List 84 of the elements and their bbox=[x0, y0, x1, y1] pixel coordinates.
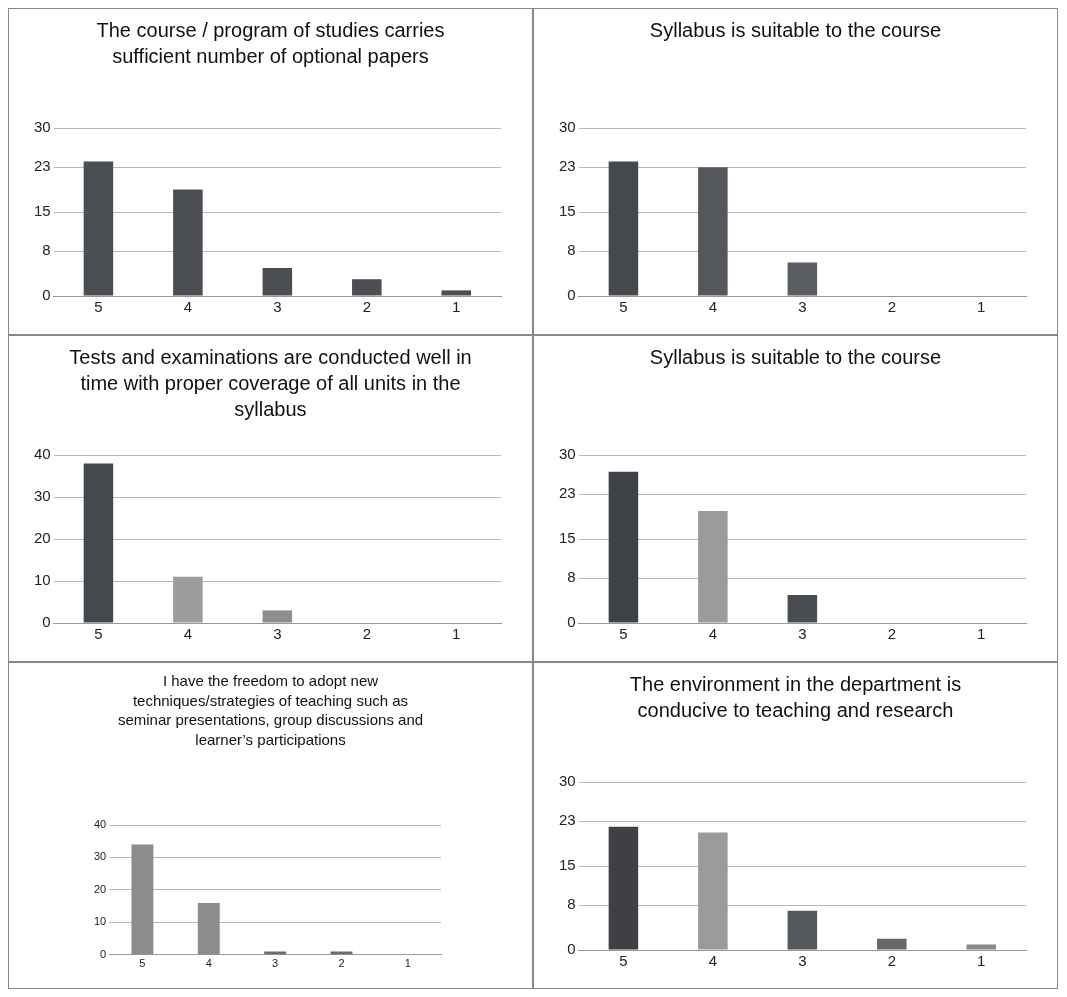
y-tick-label: 0 bbox=[566, 613, 576, 631]
x-tick-label: 2 bbox=[362, 298, 371, 316]
y-tick-label: 15 bbox=[558, 529, 576, 547]
bar bbox=[351, 279, 382, 296]
bar bbox=[876, 938, 907, 950]
bar bbox=[787, 595, 817, 623]
y-tick-label: 8 bbox=[566, 568, 576, 586]
x-tick-label: 4 bbox=[708, 625, 717, 643]
y-tick-label: 30 bbox=[558, 772, 576, 790]
chart-title: The environment in the department is conducive to teaching and research bbox=[628, 672, 963, 723]
x-tick-label: 3 bbox=[797, 625, 807, 643]
x-tick-label: 2 bbox=[337, 957, 345, 970]
x-tick-label: 5 bbox=[138, 957, 145, 970]
x-tick-label: 4 bbox=[708, 298, 717, 316]
y-tick-label: 30 bbox=[33, 487, 51, 505]
x-tick-label: 4 bbox=[183, 298, 192, 316]
y-tick-label: 0 bbox=[566, 286, 576, 304]
bar bbox=[83, 161, 113, 296]
x-tick-label: 2 bbox=[362, 625, 371, 643]
y-tick-label: 0 bbox=[41, 286, 51, 304]
x-tick-label: 5 bbox=[618, 952, 628, 970]
bar bbox=[697, 167, 728, 296]
chart-title: Syllabus is suitable to the course bbox=[649, 18, 942, 43]
bar bbox=[172, 189, 203, 296]
x-tick-label: 5 bbox=[93, 625, 103, 643]
bar bbox=[197, 902, 220, 955]
x-tick-label: 4 bbox=[205, 957, 212, 970]
y-tick-label: 40 bbox=[33, 445, 51, 463]
y-tick-label: 10 bbox=[93, 915, 106, 928]
bar bbox=[83, 463, 113, 623]
y-tick-label: 20 bbox=[93, 882, 106, 895]
y-tick-label: 30 bbox=[33, 118, 51, 136]
y-tick-label: 10 bbox=[33, 571, 51, 589]
x-tick-label: 1 bbox=[404, 957, 411, 970]
bar bbox=[130, 844, 153, 955]
x-tick-label: 3 bbox=[271, 957, 278, 970]
bar bbox=[441, 290, 471, 296]
x-tick-label: 3 bbox=[272, 298, 282, 316]
y-tick-label: 15 bbox=[558, 202, 576, 220]
x-tick-label: 4 bbox=[183, 625, 192, 643]
x-tick-label: 3 bbox=[797, 952, 807, 970]
chart-title: Syllabus is suitable to the course bbox=[649, 345, 942, 370]
y-tick-label: 0 bbox=[41, 613, 51, 631]
bar bbox=[262, 268, 292, 296]
bar bbox=[262, 610, 292, 623]
y-tick-label: 23 bbox=[558, 484, 576, 502]
bar bbox=[787, 910, 817, 950]
chart-title: The course / program of studies carries sufficient number of optional papers bbox=[95, 18, 446, 69]
y-tick-label: 8 bbox=[566, 241, 576, 259]
x-tick-label: 3 bbox=[797, 298, 807, 316]
x-tick-label: 1 bbox=[451, 298, 460, 316]
y-tick-label: 15 bbox=[33, 202, 51, 220]
y-tick-label: 23 bbox=[33, 157, 51, 175]
x-tick-label: 2 bbox=[887, 625, 896, 643]
y-tick-label: 40 bbox=[93, 818, 106, 831]
y-tick-label: 0 bbox=[99, 947, 106, 960]
x-tick-label: 3 bbox=[272, 625, 282, 643]
y-tick-label: 8 bbox=[41, 241, 51, 259]
chart-title: I have the freedom to adopt new techniques/strategies of teaching such as seminar presentations, group discussions and learner’s participations bbox=[116, 671, 425, 749]
y-tick-label: 23 bbox=[558, 157, 576, 175]
y-tick-label: 30 bbox=[558, 445, 576, 463]
x-tick-label: 5 bbox=[618, 298, 628, 316]
x-tick-label: 1 bbox=[451, 625, 460, 643]
x-tick-label: 2 bbox=[887, 298, 896, 316]
x-tick-label: 1 bbox=[976, 952, 985, 970]
y-tick-label: 20 bbox=[33, 529, 51, 547]
x-tick-label: 2 bbox=[887, 952, 896, 970]
bar bbox=[608, 161, 638, 296]
x-tick-label: 4 bbox=[708, 952, 717, 970]
bar bbox=[608, 471, 638, 623]
y-tick-label: 23 bbox=[558, 811, 576, 829]
bar bbox=[608, 826, 638, 950]
y-tick-label: 15 bbox=[558, 856, 576, 874]
y-tick-label: 0 bbox=[566, 940, 576, 958]
x-tick-label: 5 bbox=[93, 298, 103, 316]
bar bbox=[787, 262, 817, 296]
y-tick-label: 30 bbox=[558, 118, 576, 136]
x-tick-label: 1 bbox=[976, 298, 985, 316]
y-tick-label: 8 bbox=[566, 895, 576, 913]
y-tick-label: 30 bbox=[93, 850, 106, 863]
chart-title: Tests and examinations are conducted well in time with proper coverage of all units in the syllabus bbox=[68, 345, 473, 422]
x-tick-label: 5 bbox=[618, 625, 628, 643]
bar bbox=[966, 944, 996, 950]
x-tick-label: 1 bbox=[976, 625, 985, 643]
